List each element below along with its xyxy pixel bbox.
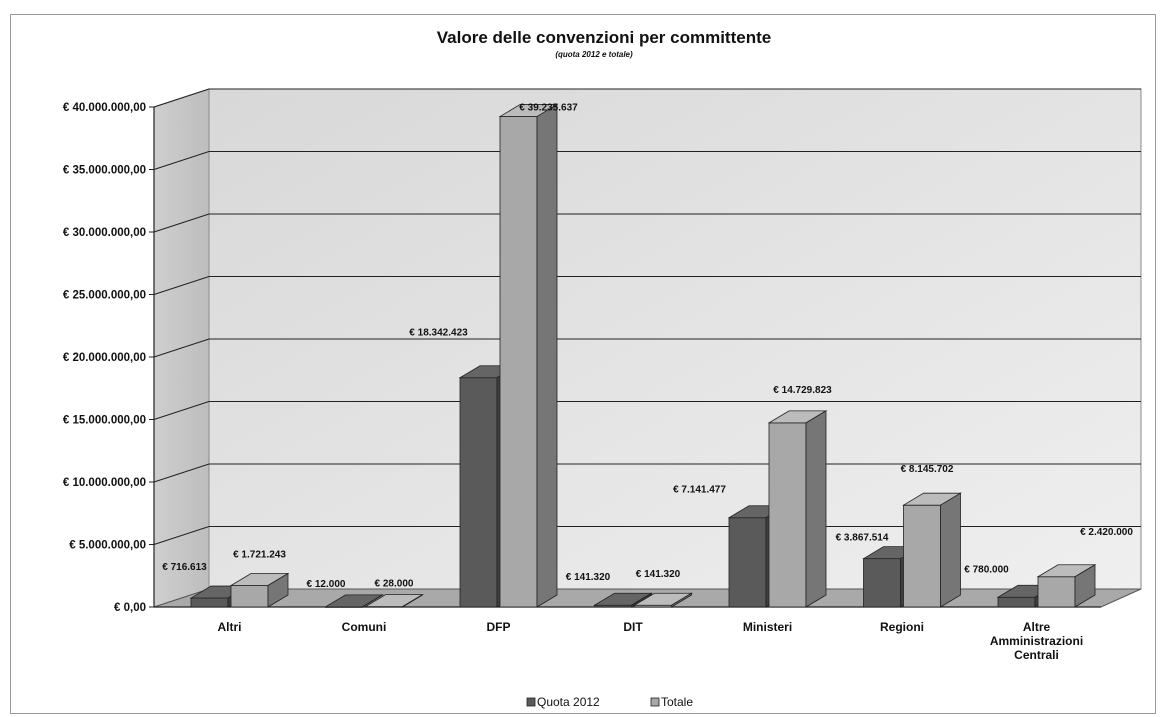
legend-label: Totale [661,695,693,709]
chart-title: Valore delle convenzioni per committente [437,28,771,47]
x-tick-label: Regioni [880,620,924,634]
y-tick-label: € 15.000.000,00 [63,415,146,427]
x-tick-label: Comuni [342,620,387,634]
x-tick-label: Centrali [1014,648,1059,662]
y-tick-label: € 5.000.000,00 [69,540,146,552]
chart: Valore delle convenzioni per committente… [63,28,1142,709]
y-tick-label: € 25.000.000,00 [63,290,146,302]
data-label: € 18.342.423 [409,328,468,339]
y-tick-label: € 0,00 [114,602,146,614]
bar-totale-2 [498,103,559,608]
x-tick-label: Amministrazioni [990,634,1083,648]
legend-label: Quota 2012 [537,695,600,709]
data-label: € 39.235.637 [519,103,578,114]
bar-totale-4 [767,410,828,608]
data-label: € 2.420.000 [1080,527,1133,538]
legend-item-quota-2012: Quota 2012 [526,695,600,709]
data-label: € 141.320 [566,572,611,583]
legend-swatch [526,697,536,707]
y-tick-label: € 30.000.000,00 [63,227,146,239]
x-tick-label: DIT [623,620,643,634]
data-label: € 12.000 [307,579,346,590]
data-label: € 7.141.477 [673,485,726,496]
x-tick-label: DFP [487,620,511,634]
gridline [153,400,1141,421]
gridline [153,338,1141,358]
gridline [153,213,1141,233]
bar-quota-2012-3 [593,592,653,608]
data-label: € 1.721.243 [233,549,286,560]
bar-totale-0 [229,572,290,608]
y-tick-label: € 10.000.000,00 [63,477,146,489]
gridline [153,525,1141,546]
data-label: € 28.000 [375,579,414,590]
bar-quota-2012-1 [324,594,384,608]
bar-totale-5 [902,492,962,608]
x-tick-label: Ministeri [743,620,792,634]
bar-totale-1 [364,593,424,608]
chart-subtitle: (quota 2012 e totale) [555,50,633,59]
gridline [153,88,1141,108]
y-tick-label: € 20.000.000,00 [63,352,146,364]
data-label: € 780.000 [964,564,1009,575]
data-label: € 3.867.514 [836,533,889,544]
legend-swatch [650,697,660,707]
y-tick-label: € 40.000.000,00 [63,102,146,114]
gridline [153,150,1141,171]
chart-frame: Valore delle convenzioni per committente… [10,14,1156,714]
legend-item-totale: Totale [650,695,693,709]
data-label: € 8.145.702 [901,464,954,475]
data-label: € 141.320 [636,569,681,580]
y-tick-label: € 35.000.000,00 [63,165,146,177]
data-label: € 14.729.823 [773,385,832,396]
data-label: € 716.613 [162,562,207,573]
x-tick-label: Altre [1023,620,1051,634]
x-tick-label: Altri [218,620,242,634]
gridline [153,463,1141,483]
bar-totale-3 [633,592,693,608]
bar-totale-6 [1036,564,1097,608]
gridline [153,275,1141,296]
